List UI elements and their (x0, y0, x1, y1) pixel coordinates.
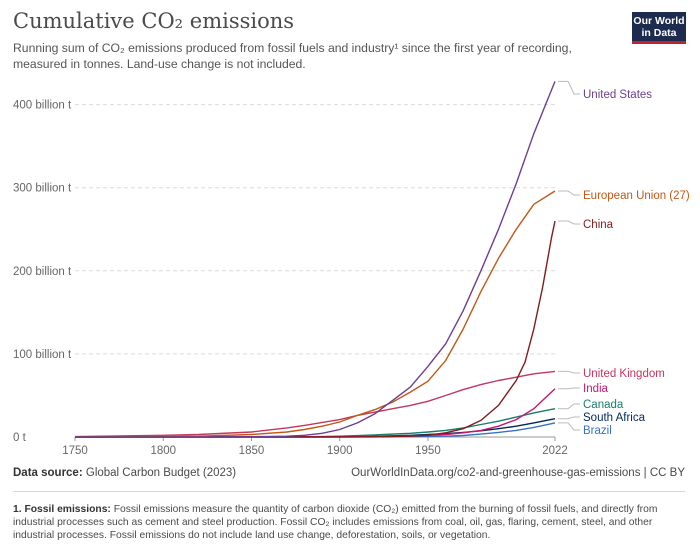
chart-subtitle: Running sum of CO₂ emissions produced fr… (13, 41, 572, 71)
series-label: United Kingdom (583, 368, 665, 380)
label-connector (558, 422, 580, 431)
series-label: India (583, 383, 609, 395)
x-tick-label: 1900 (327, 445, 353, 457)
label-connector (558, 190, 580, 196)
x-tick-label: 1750 (62, 445, 88, 457)
chart-title: Cumulative CO₂ emissions (13, 9, 295, 33)
label-connector (558, 220, 580, 225)
series-line (74, 190, 556, 438)
series-label: United States (583, 89, 652, 101)
footer-divider (13, 491, 685, 492)
label-connector (558, 370, 580, 374)
series-label: Canada (583, 399, 624, 411)
label-connector (558, 403, 580, 410)
owid-logo[interactable]: Our World in Data (632, 12, 686, 44)
series-label: China (583, 219, 614, 231)
label-connector (558, 80, 580, 95)
y-tick-label: 0 t (13, 432, 27, 444)
logo-line-2: in Data (641, 26, 677, 39)
footer-right: OurWorldInData.org/co2-and-greenhouse-ga… (351, 467, 685, 479)
logo-line-1: Our World (633, 15, 685, 27)
x-tick-label: 1950 (415, 445, 441, 457)
footnote-text: Fossil emissions measure the quantity of… (13, 504, 658, 541)
line-chart: 0 t 100 billion t 200 billion t 300 billion… (13, 80, 690, 457)
series-label: South Africa (583, 412, 646, 424)
license-text: | CC BY (643, 467, 685, 479)
series-line (74, 370, 556, 438)
y-tick-label: 200 billion t (13, 266, 72, 278)
y-tick-label: 100 billion t (13, 349, 72, 361)
x-tick-label: 1850 (239, 445, 265, 457)
series-label: European Union (27) (583, 190, 690, 202)
x-tick-label: 2022 (542, 445, 568, 457)
data-source-label: Data source: (13, 467, 83, 479)
y-tick-label: 300 billion t (13, 183, 72, 195)
x-tick-label: 1800 (150, 445, 176, 457)
footnote: 1. Fossil emissions: Fossil emissions me… (13, 503, 685, 542)
footnote-label: 1. Fossil emissions: (13, 504, 111, 515)
series-line (74, 388, 556, 438)
label-connector (558, 416, 580, 420)
source-link[interactable]: OurWorldInData.org/co2-and-greenhouse-ga… (351, 467, 641, 479)
series-label: Brazil (583, 425, 612, 437)
y-tick-label: 400 billion t (13, 100, 72, 112)
series-line (75, 220, 556, 438)
data-source: Data source: Global Carbon Budget (2023) (13, 467, 236, 479)
label-connector (558, 387, 580, 390)
series-line (74, 408, 556, 438)
data-source-value: Global Carbon Budget (2023) (85, 467, 237, 479)
series-line (74, 81, 556, 438)
